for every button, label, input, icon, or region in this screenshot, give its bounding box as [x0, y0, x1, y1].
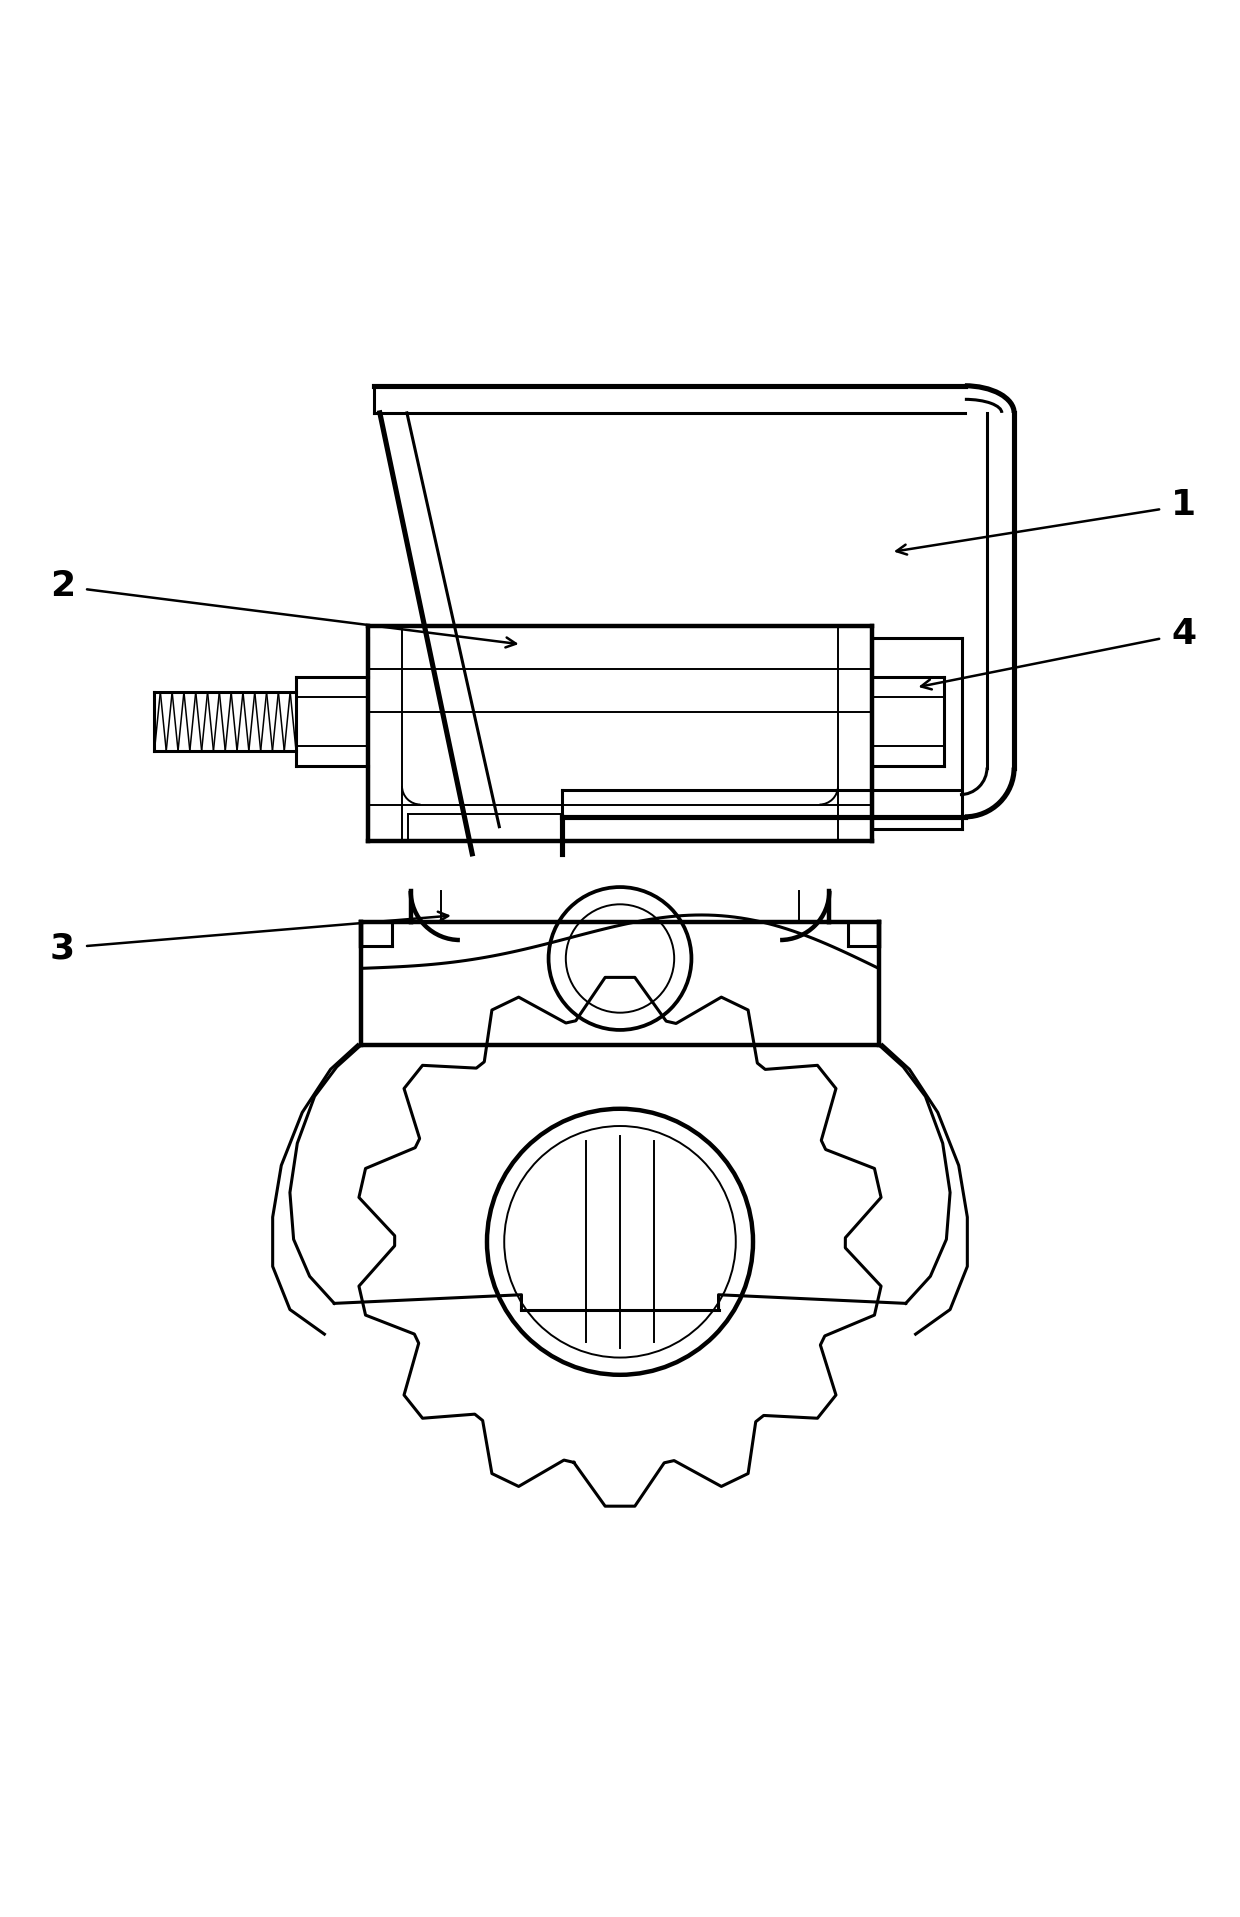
Text: 1: 1 [1172, 489, 1197, 523]
Text: 3: 3 [50, 932, 74, 964]
Text: 2: 2 [50, 569, 74, 604]
Text: 4: 4 [1171, 617, 1197, 652]
